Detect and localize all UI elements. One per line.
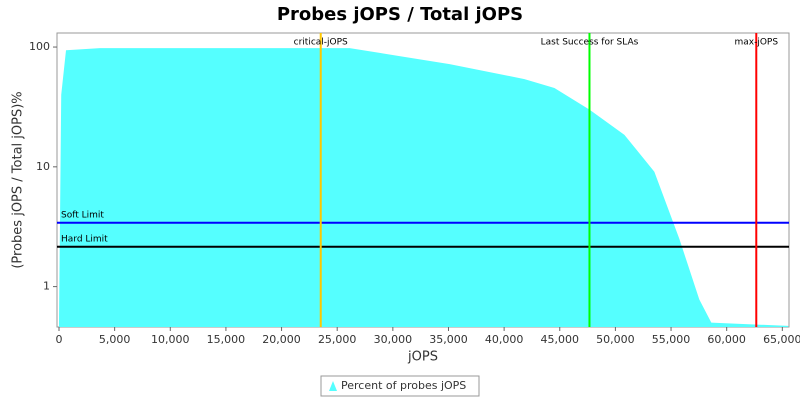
x-tick-label: 50,000 [596, 333, 635, 346]
legend-marker [329, 381, 337, 391]
x-tick-label: 0 [56, 333, 63, 346]
x-tick-label: 20,000 [262, 333, 301, 346]
chart-title: Probes jOPS / Total jOPS [277, 4, 523, 25]
legend-box [320, 375, 480, 397]
x-tick-label: 15,000 [207, 333, 246, 346]
threshold-label: Hard Limit [61, 234, 108, 244]
x-tick-label: 25,000 [318, 333, 357, 346]
x-axis-label: jOPS [407, 350, 438, 365]
x-tick-label: 45,000 [541, 333, 580, 346]
y-tick-label: 100 [29, 40, 50, 53]
marker-label: Last Success for SLAs [541, 38, 639, 48]
x-tick-label: 5,000 [99, 333, 131, 346]
marker-label: max-jOPS [734, 38, 778, 48]
x-tick-label: 60,000 [707, 333, 746, 346]
legend-label: Percent of probes jOPS [341, 379, 466, 392]
y-axis-label: (Probes jOPS / Total jOPS)% [11, 91, 26, 268]
area [59, 48, 789, 327]
x-tick-label: 35,000 [429, 333, 468, 346]
legend: Percent of probes jOPS [320, 375, 480, 397]
x-tick-label: 30,000 [374, 333, 413, 346]
marker-label: critical-jOPS [294, 38, 348, 48]
y-tick-label: 10 [36, 160, 50, 173]
x-tick-label: 55,000 [652, 333, 691, 346]
y-tick-label: 1 [43, 280, 50, 293]
threshold-label: Soft Limit [61, 210, 104, 220]
x-tick-label: 65,000 [763, 333, 800, 346]
x-tick-label: 10,000 [151, 333, 190, 346]
x-tick-label: 40,000 [485, 333, 524, 346]
